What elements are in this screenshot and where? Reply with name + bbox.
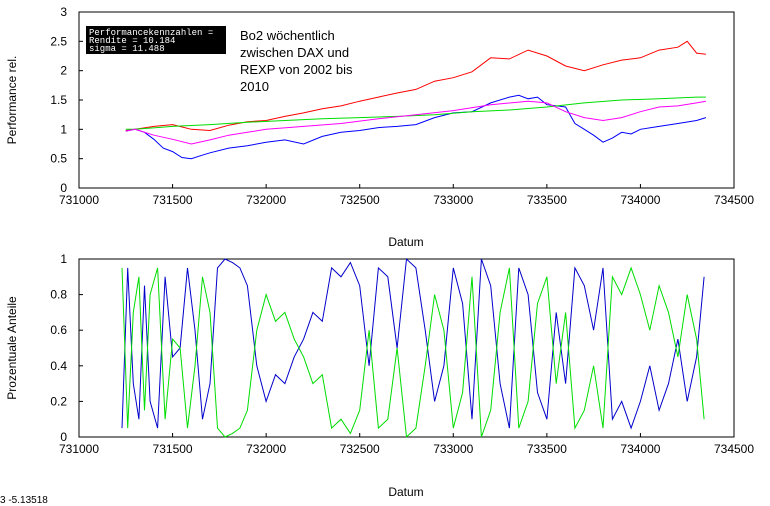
allocation-y-axis-label: Prozentuale Anteile: [5, 296, 19, 400]
performance-series-line-1: [125, 40, 706, 132]
performance-chart: 731000 731500 732000 732500 733000 733500 7340…: [5, 5, 754, 249]
performance-x-axis-label: Datum: [388, 235, 423, 249]
annotation-line-2: zwischen DAX und: [240, 45, 349, 60]
allocation-x-axis-label: Datum: [388, 485, 423, 499]
performance-x-tick-label: 733000: [433, 193, 473, 207]
performance-x-tick-label: 732000: [246, 193, 286, 207]
allocation-x-tick-label: 731500: [153, 442, 193, 456]
performance-y-tick-label: 1.5: [50, 93, 67, 107]
allocation-x-tick-label: 734500: [714, 442, 754, 456]
performance-series-line-4: [125, 100, 706, 145]
performance-x-ticks: 731000 731500 732000 732500 733000 733500 7340…: [59, 184, 754, 207]
allocation-x-tick-label: 733500: [527, 442, 567, 456]
performance-x-tick-label: 732500: [340, 193, 380, 207]
annotation-line-4: 2010: [240, 79, 269, 94]
stats-box: Performancekennzahlen = Rendite = 10.184…: [86, 26, 226, 54]
performance-y-tick-label: 2.5: [50, 34, 67, 48]
allocation-y-tick-label: 0.8: [50, 288, 67, 302]
allocation-y-tick-label: 0.4: [50, 359, 67, 373]
allocation-plot-area: [78, 258, 735, 438]
allocation-x-tick-label: 732500: [340, 442, 380, 456]
stats-box-line-3: sigma = 11.488: [89, 44, 165, 54]
allocation-series: [121, 257, 705, 439]
stats-box-background: [86, 26, 226, 54]
performance-x-tick-label: 733500: [527, 193, 567, 207]
allocation-y-tick-label: 0: [60, 430, 67, 444]
allocation-y-ticks: 0 0.2 0.4 0.6 0.8 1: [50, 252, 83, 444]
performance-x-tick-label: 731000: [59, 193, 99, 207]
annotation: Bo2 wöchentlich zwischen DAX und REXP vo…: [240, 28, 353, 94]
allocation-y-tick-label: 0.6: [50, 323, 67, 337]
performance-x-tick-label: 731500: [153, 193, 193, 207]
performance-y-tick-label: 0.5: [50, 152, 67, 166]
performance-series-line-3: [125, 96, 706, 130]
annotation-line-3: REXP von 2002 bis: [240, 62, 353, 77]
allocation-y-tick-label: 1: [60, 252, 67, 266]
performance-y-axis-label: Performance rel.: [5, 56, 19, 145]
allocation-x-tick-label: 733000: [433, 442, 473, 456]
stats-box-line-1: Performancekennzahlen =: [89, 28, 213, 38]
performance-x-tick-label: 734500: [714, 193, 754, 207]
performance-x-tick-label: 734000: [620, 193, 660, 207]
allocation-x-tick-label: 731000: [59, 442, 99, 456]
allocation-series-line-2: [121, 266, 705, 439]
stats-box-line-2: Rendite = 10.184: [89, 36, 175, 46]
performance-y-tick-label: 1: [60, 122, 67, 136]
performance-series-line-2: [125, 94, 707, 160]
corner-coordinate-text: 3 -5.13518: [0, 495, 48, 506]
performance-y-ticks: 0 0.5 1 1.5 2 2.5 3: [50, 5, 83, 195]
allocation-chart: 731000 731500 732000 732500 733000 733500 7340…: [5, 252, 754, 499]
performance-y-tick-label: 3: [60, 5, 67, 19]
allocation-x-ticks: 731000 731500 732000 732500 733000 733500 7340…: [59, 433, 754, 456]
allocation-x-tick-label: 732000: [246, 442, 286, 456]
allocation-x-tick-label: 734000: [620, 442, 660, 456]
performance-series: [125, 40, 707, 160]
annotation-line-1: Bo2 wöchentlich: [240, 28, 335, 43]
allocation-y-tick-label: 0.2: [50, 394, 67, 408]
performance-y-tick-label: 2: [60, 64, 67, 78]
performance-y-tick-label: 0: [60, 181, 67, 195]
